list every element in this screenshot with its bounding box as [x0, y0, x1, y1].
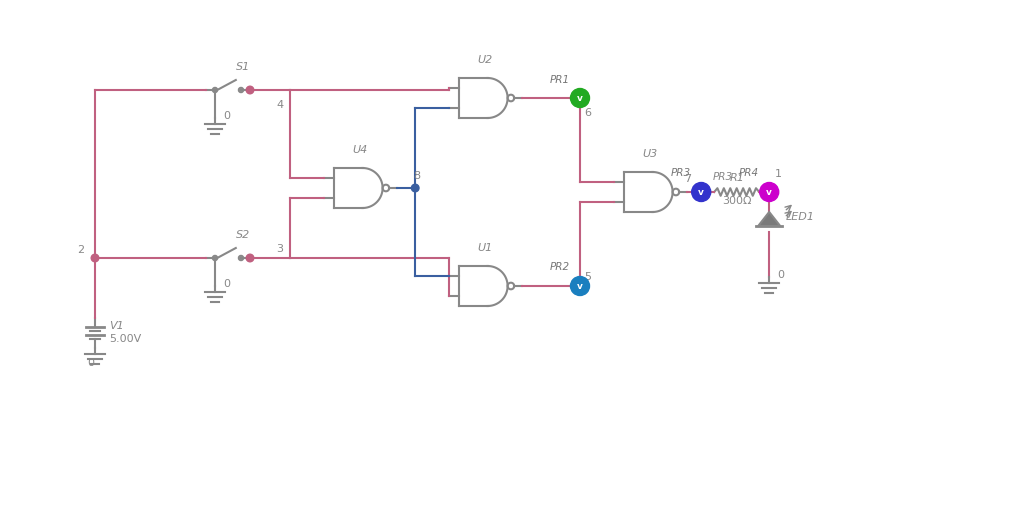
Text: 0: 0 [87, 358, 94, 368]
Text: PR2: PR2 [549, 263, 569, 272]
Text: 5: 5 [584, 272, 591, 282]
Circle shape [691, 182, 711, 202]
Text: 8: 8 [414, 171, 420, 181]
Circle shape [760, 182, 778, 202]
Text: U2: U2 [477, 55, 493, 65]
Text: PR4: PR4 [738, 169, 759, 178]
Text: U1: U1 [477, 243, 493, 253]
Text: 4: 4 [276, 100, 283, 110]
Text: 0: 0 [223, 111, 230, 121]
Text: 0: 0 [777, 270, 784, 280]
Circle shape [570, 276, 590, 296]
Text: v: v [578, 282, 583, 291]
Circle shape [91, 254, 98, 262]
Text: PR3: PR3 [713, 172, 733, 182]
Text: 2: 2 [77, 245, 84, 255]
Text: V1: V1 [109, 321, 124, 331]
Text: 300Ω: 300Ω [722, 196, 752, 206]
Text: S1: S1 [236, 62, 250, 72]
Text: PR3: PR3 [671, 169, 691, 178]
Text: v: v [578, 94, 583, 103]
Text: 3: 3 [276, 244, 283, 254]
Text: 0: 0 [223, 279, 230, 289]
Text: PR1: PR1 [549, 75, 569, 84]
Circle shape [412, 184, 419, 192]
Text: U4: U4 [352, 145, 368, 155]
Text: U3: U3 [642, 149, 657, 159]
Text: 7: 7 [684, 174, 691, 184]
Circle shape [570, 88, 590, 108]
Text: LED1: LED1 [786, 212, 815, 222]
Text: v: v [698, 188, 705, 197]
Text: 5.00V: 5.00V [109, 334, 141, 344]
Text: v: v [766, 188, 772, 197]
Circle shape [246, 86, 254, 94]
Text: S2: S2 [236, 230, 250, 240]
Polygon shape [758, 212, 780, 226]
Circle shape [246, 254, 254, 262]
Text: R1: R1 [729, 173, 744, 183]
Text: 6: 6 [584, 108, 591, 118]
Text: 1: 1 [775, 169, 782, 179]
